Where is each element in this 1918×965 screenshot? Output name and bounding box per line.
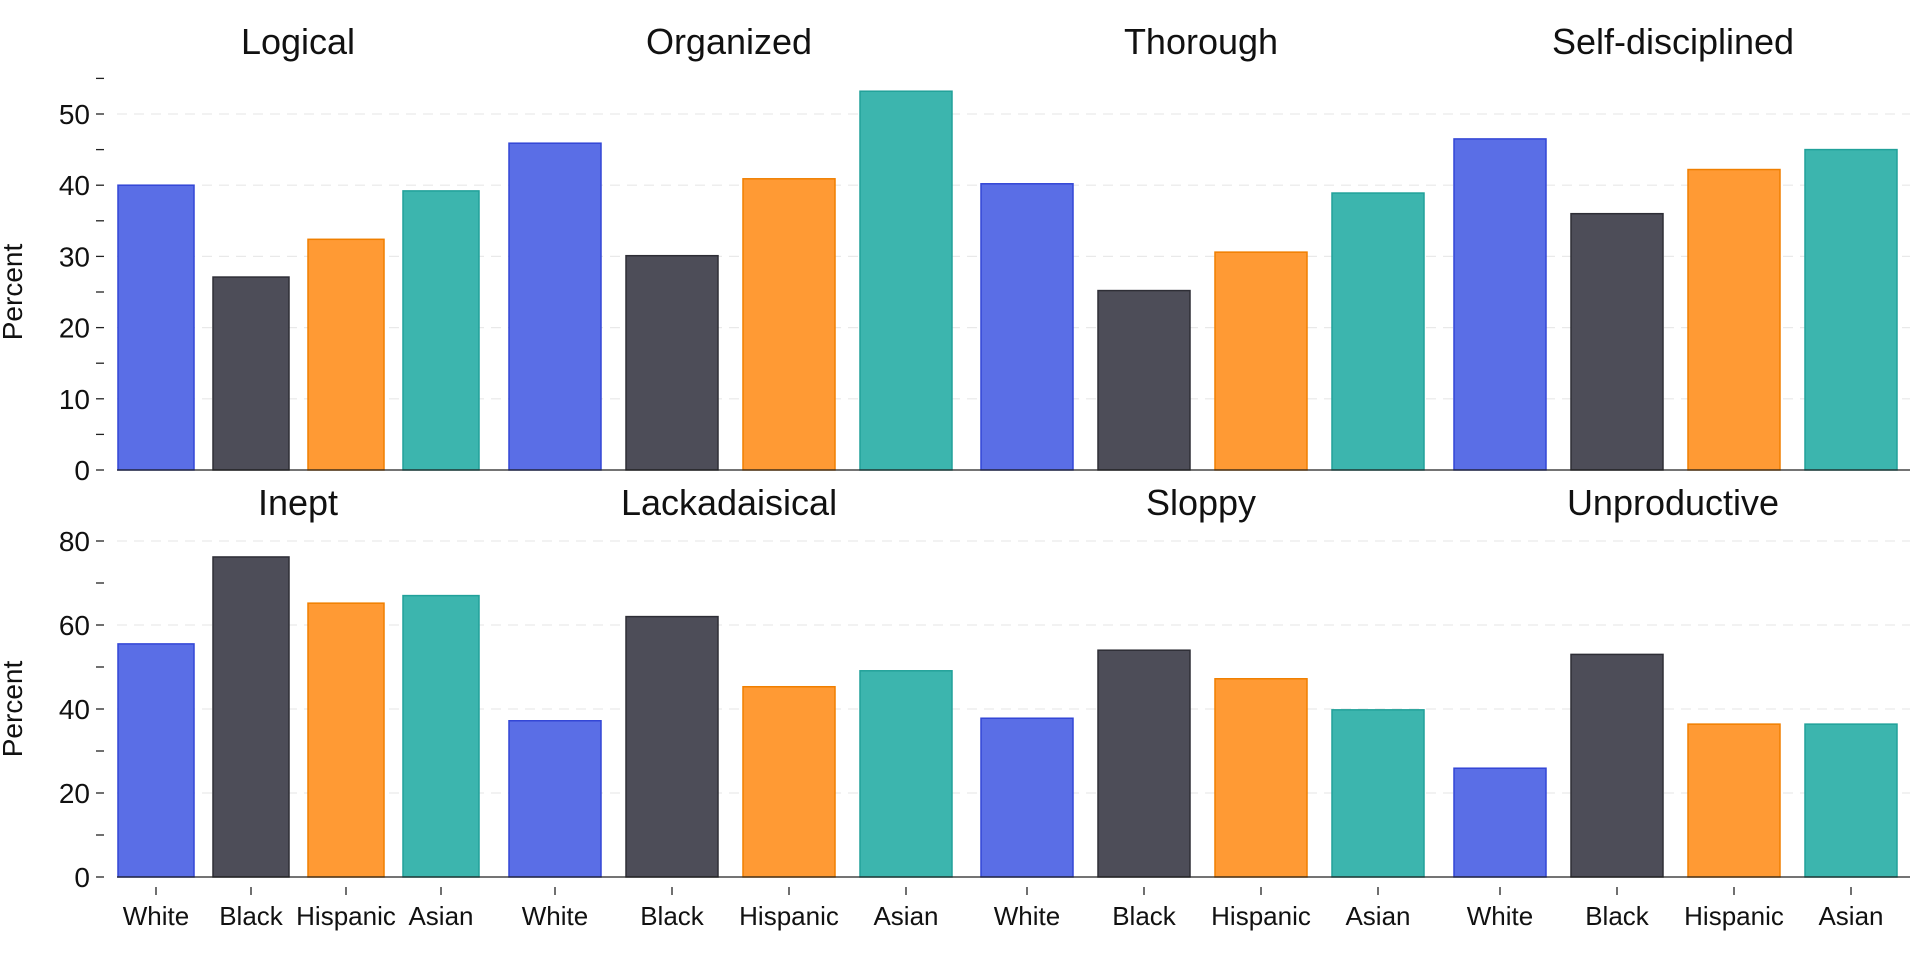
- bar-sloppy-hispanic: [1214, 678, 1308, 878]
- x-tick-label-white: White: [1467, 901, 1533, 931]
- x-tick-label-black: Black: [1585, 901, 1650, 931]
- y-tick-label: 80: [59, 526, 90, 557]
- panel-title-lackadaisical: Lackadaisical: [621, 482, 837, 523]
- bar-thorough-hispanic: [1214, 251, 1308, 471]
- bar-sloppy-white: [980, 717, 1074, 878]
- bar-self-disciplined-black: [1570, 212, 1664, 471]
- bar-lackadaisical-white: [508, 720, 602, 878]
- bar-self-disciplined-hispanic: [1687, 168, 1781, 471]
- x-tick-label-hispanic: Hispanic: [739, 901, 839, 931]
- x-tick-label-hispanic: Hispanic: [296, 901, 396, 931]
- bar-thorough-black: [1097, 289, 1191, 471]
- bar-logical-hispanic: [307, 238, 385, 471]
- y-tick-label: 50: [59, 99, 90, 130]
- bar-lackadaisical-black: [625, 615, 719, 878]
- bar-organized-asian: [859, 90, 953, 471]
- bar-sloppy-asian: [1331, 709, 1425, 878]
- panel-title-organized: Organized: [646, 21, 812, 62]
- bar-logical-black: [212, 276, 290, 471]
- bar-inept-white: [117, 643, 195, 878]
- x-tick-label-black: Black: [219, 901, 284, 931]
- x-tick-label-asian: Asian: [1345, 901, 1410, 931]
- y-tick-label: 10: [59, 384, 90, 415]
- bar-logical-asian: [402, 190, 480, 471]
- bar-inept-hispanic: [307, 602, 385, 878]
- x-tick-label-hispanic: Hispanic: [1211, 901, 1311, 931]
- bar-thorough-white: [980, 183, 1074, 471]
- bar-sloppy-black: [1097, 649, 1191, 878]
- x-tick-label-black: Black: [1112, 901, 1177, 931]
- bar-unproductive-black: [1570, 653, 1664, 878]
- y-tick-label: 60: [59, 610, 90, 641]
- x-tick-label-hispanic: Hispanic: [1684, 901, 1784, 931]
- bar-organized-white: [508, 142, 602, 471]
- x-tick-label-white: White: [123, 901, 189, 931]
- x-tick-label-asian: Asian: [408, 901, 473, 931]
- bar-organized-hispanic: [742, 178, 836, 471]
- bars-layer: [117, 90, 1898, 878]
- bar-inept-black: [212, 556, 290, 878]
- bar-thorough-asian: [1331, 192, 1425, 471]
- x-tick-label-white: White: [994, 901, 1060, 931]
- x-tick-label-black: Black: [640, 901, 705, 931]
- bar-self-disciplined-asian: [1804, 148, 1898, 471]
- x-tick-label-asian: Asian: [1818, 901, 1883, 931]
- x-tick-label-asian: Asian: [873, 901, 938, 931]
- text-layer: 0 10 20 30 40 50 Percent Logical Organized Thorou…: [0, 21, 1884, 931]
- panel-title-self-disciplined: Self-disciplined: [1552, 21, 1794, 62]
- panel-title-sloppy: Sloppy: [1146, 482, 1256, 523]
- y-tick-label: 40: [59, 694, 90, 725]
- y-tick-label: 40: [59, 170, 90, 201]
- y-tick-label: 30: [59, 241, 90, 272]
- bar-unproductive-white: [1453, 767, 1547, 878]
- bar-self-disciplined-white: [1453, 138, 1547, 471]
- bar-organized-black: [625, 254, 719, 471]
- axes-layer: [96, 77, 1910, 895]
- y-tick-label: 20: [59, 778, 90, 809]
- x-tick-label-white: White: [522, 901, 588, 931]
- bar-lackadaisical-hispanic: [742, 685, 836, 878]
- panel-title-thorough: Thorough: [1124, 21, 1278, 62]
- bar-unproductive-hispanic: [1687, 723, 1781, 878]
- y-axis-title: Percent: [0, 244, 28, 341]
- bar-unproductive-asian: [1804, 723, 1898, 878]
- y-tick-label: 0: [74, 455, 90, 486]
- y-axis-title: Percent: [0, 661, 28, 758]
- bar-inept-asian: [402, 594, 480, 878]
- bar-logical-white: [117, 184, 195, 471]
- bar-lackadaisical-asian: [859, 670, 953, 878]
- panel-title-logical: Logical: [241, 21, 355, 62]
- panel-title-unproductive: Unproductive: [1567, 482, 1779, 523]
- y-tick-label: 20: [59, 313, 90, 344]
- panel-title-inept: Inept: [258, 482, 338, 523]
- y-tick-label: 0: [74, 862, 90, 893]
